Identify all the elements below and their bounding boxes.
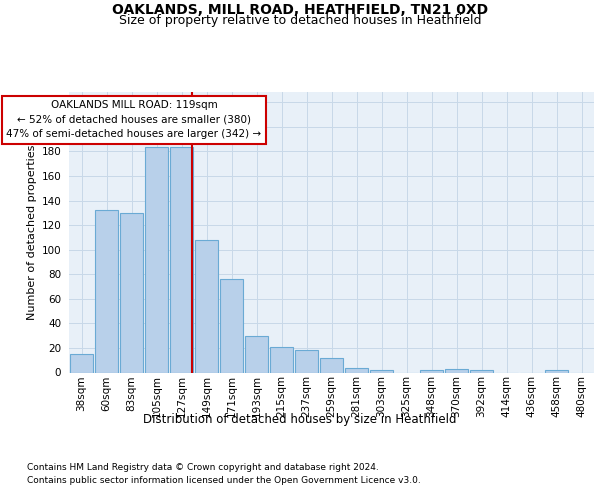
Bar <box>95 210 118 372</box>
Bar <box>270 346 293 372</box>
Bar <box>295 350 318 372</box>
Bar <box>145 146 168 372</box>
Bar <box>220 279 243 372</box>
Bar <box>470 370 493 372</box>
Bar <box>445 369 468 372</box>
Bar <box>345 368 368 372</box>
Bar <box>120 213 143 372</box>
Bar <box>420 370 443 372</box>
Y-axis label: Number of detached properties: Number of detached properties <box>28 145 37 320</box>
Bar <box>245 336 268 372</box>
Text: OAKLANDS MILL ROAD: 119sqm
← 52% of detached houses are smaller (380)
47% of sem: OAKLANDS MILL ROAD: 119sqm ← 52% of deta… <box>7 100 262 140</box>
Bar <box>70 354 93 372</box>
Text: OAKLANDS, MILL ROAD, HEATHFIELD, TN21 0XD: OAKLANDS, MILL ROAD, HEATHFIELD, TN21 0X… <box>112 2 488 16</box>
Bar <box>545 370 568 372</box>
Text: Contains public sector information licensed under the Open Government Licence v3: Contains public sector information licen… <box>27 476 421 485</box>
Text: Contains HM Land Registry data © Crown copyright and database right 2024.: Contains HM Land Registry data © Crown c… <box>27 462 379 471</box>
Bar <box>320 358 343 372</box>
Bar <box>195 240 218 372</box>
Bar <box>370 370 393 372</box>
Text: Size of property relative to detached houses in Heathfield: Size of property relative to detached ho… <box>119 14 481 27</box>
Bar <box>170 146 193 372</box>
Text: Distribution of detached houses by size in Heathfield: Distribution of detached houses by size … <box>143 412 457 426</box>
